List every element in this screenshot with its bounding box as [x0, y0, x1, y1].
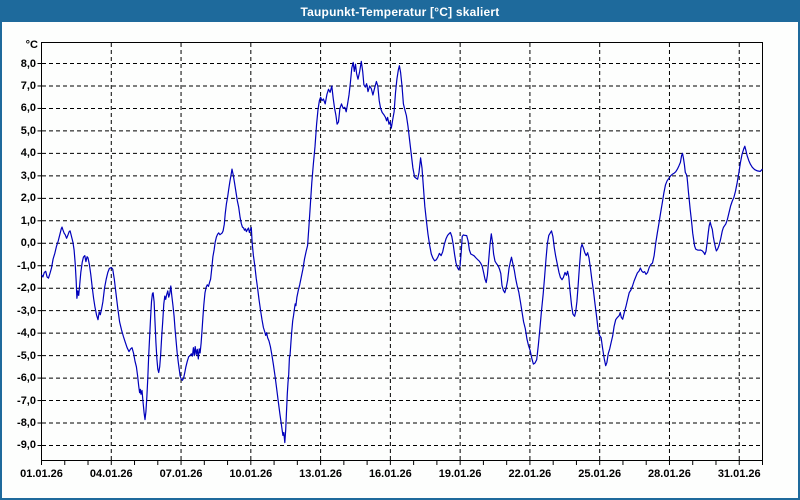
y-axis-label: -2,0	[17, 282, 36, 295]
y-axis-label: 3,0	[20, 169, 36, 182]
y-axis-label: 4,0	[20, 147, 36, 160]
temperature-series-line	[40, 60, 763, 444]
y-axis-label: -5,0	[17, 349, 36, 362]
x-axis-label: 04.01.26	[89, 467, 133, 480]
y-axis-label: -9,0	[17, 439, 36, 452]
x-axis-label: 16.01.26	[368, 467, 412, 480]
y-axis-label: 0,0	[20, 237, 36, 250]
x-axis-label: 31.01.26	[717, 467, 761, 480]
x-axis-label: 28.01.26	[648, 467, 691, 480]
y-axis-label: 5,0	[20, 124, 36, 137]
x-axis-label: 07.01.26	[159, 467, 203, 480]
plot-border	[41, 42, 763, 461]
x-axis-label: 01.01.26	[20, 467, 63, 480]
y-axis-label: -1,0	[17, 259, 36, 272]
y-axis-label: -8,0	[17, 417, 36, 430]
y-axis-label: -3,0	[17, 304, 36, 317]
y-axis-unit-label: °C	[25, 39, 38, 51]
y-axis-label: 8,0	[20, 57, 36, 70]
x-axis-label: 13.01.26	[299, 467, 342, 480]
y-axis-label: -4,0	[17, 327, 36, 340]
plot-region: °C 8,0 7,0 6,0 5,0 4,0 3,0 2,0 1,0 0,0 -1,0 -2,0 -3…	[2, 22, 798, 498]
y-axis-label: 1,0	[20, 214, 36, 227]
x-axis-label: 10.01.26	[229, 467, 273, 480]
x-axis-label: 19.01.26	[438, 467, 482, 480]
chart-canvas	[37, 42, 763, 465]
y-axis-label: 7,0	[20, 79, 36, 92]
x-axis-label: 25.01.26	[578, 467, 622, 480]
y-axis-label: -7,0	[17, 394, 36, 407]
chart-title: Taupunkt-Temperatur [°C] skaliert	[300, 5, 500, 19]
y-axis-label: 6,0	[20, 102, 36, 115]
title-bar: Taupunkt-Temperatur [°C] skaliert	[2, 2, 798, 22]
y-axis-label: 2,0	[20, 192, 36, 205]
x-axis-label: 22.01.26	[508, 467, 552, 480]
y-axis-label: -6,0	[17, 372, 36, 385]
